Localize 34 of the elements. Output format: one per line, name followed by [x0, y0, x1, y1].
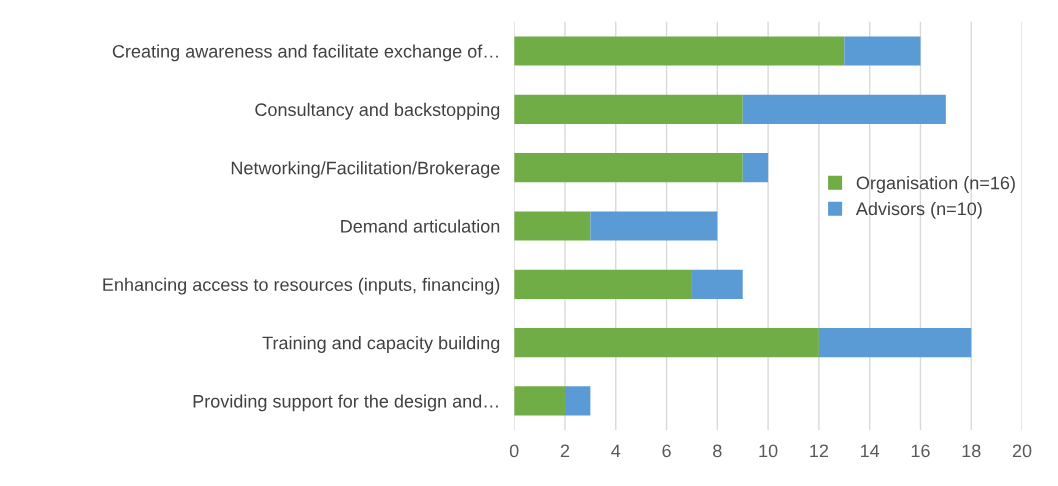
legend-label: Advisors (n=10): [855, 201, 982, 219]
x-tick-label: 4: [611, 444, 621, 458]
bar: [514, 153, 743, 183]
x-tick-label: 16: [911, 444, 930, 458]
x-tick-label: 6: [662, 444, 671, 458]
x-tick-label: 0: [509, 444, 519, 458]
legend-label: Organisation (n=16): [856, 176, 1015, 193]
bar: [742, 94, 946, 124]
bar: [514, 386, 565, 416]
y-tick-label: Providing support for the design and…: [193, 394, 498, 412]
y-tick-label: Training and capacity building: [262, 336, 500, 353]
y-tick-label: Networking/Facilitation/Brokerage: [231, 161, 500, 178]
x-tick-label: 2: [560, 444, 570, 458]
y-tick-label: Demand articulation: [341, 219, 500, 233]
x-tick-label: 18: [962, 444, 981, 458]
x-tick-label: 12: [810, 444, 829, 458]
x-tick-label: 8: [713, 444, 722, 458]
bar: [514, 94, 743, 124]
bar: [564, 386, 591, 416]
bar: [844, 36, 921, 66]
bar: [590, 211, 718, 241]
bar: [514, 328, 819, 358]
y-tick-label: Creating awareness and facilitate exchange of…: [112, 44, 498, 62]
bar: [691, 269, 743, 299]
x-tick-label: 14: [861, 444, 880, 458]
bar: [514, 269, 692, 299]
bar: [514, 36, 845, 66]
bar: [818, 328, 972, 358]
y-tick-label: Consultancy and backstopping: [255, 102, 500, 120]
bar: [742, 153, 769, 183]
x-tick-label: 20: [1012, 444, 1032, 458]
y-tick-label: Enhancing access to resources (inputs, financing): [103, 277, 500, 295]
x-tick-label: 10: [759, 444, 778, 458]
bar: [514, 211, 591, 241]
